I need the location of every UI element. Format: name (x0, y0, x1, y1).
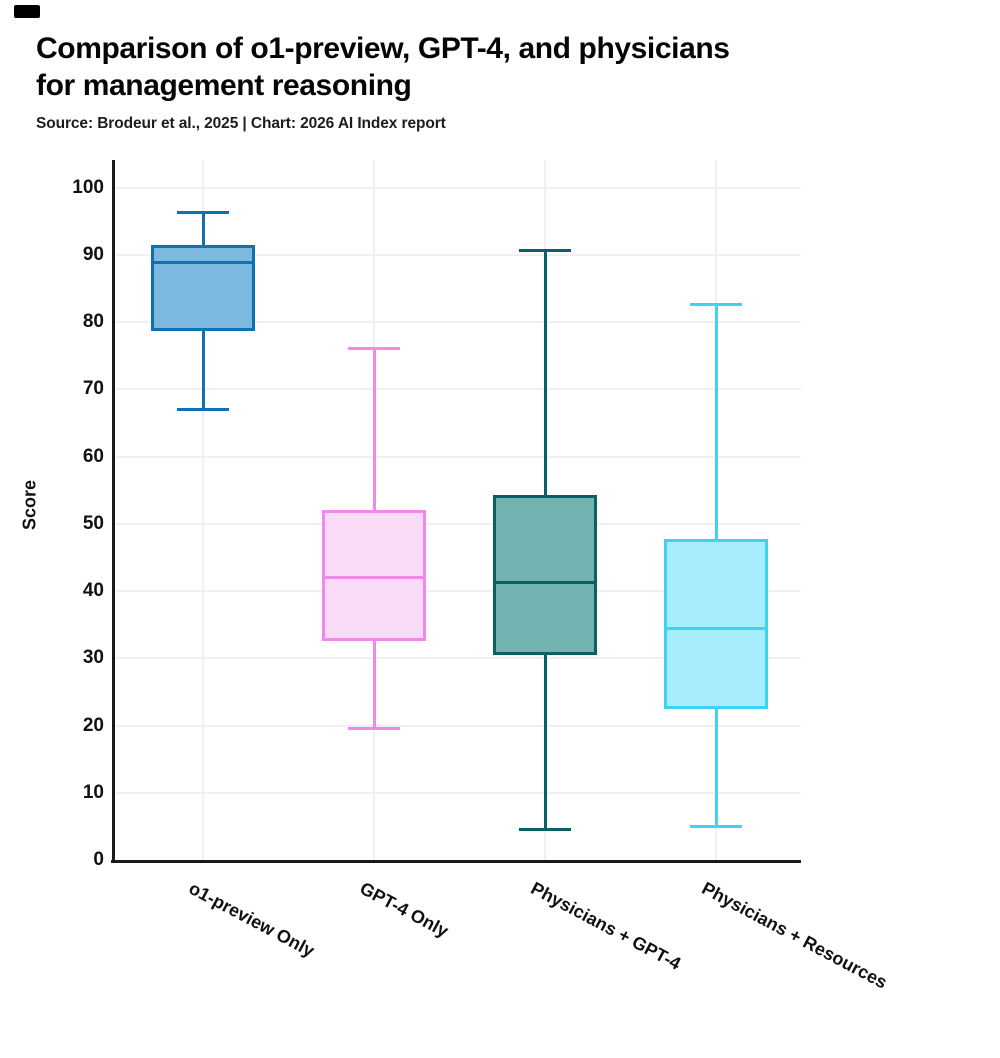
lower-whisker-cap (348, 727, 400, 731)
box-iqr (151, 244, 255, 332)
upper-whisker-line (714, 304, 718, 539)
lower-whisker-line (372, 641, 376, 729)
lower-whisker-cap (177, 407, 229, 411)
y-tick-label: 40 (82, 580, 104, 601)
upper-whisker-cap (177, 210, 229, 214)
lower-whisker-line (714, 708, 718, 827)
y-tick-label: 60 (82, 445, 104, 467)
x-category-label: GPT-4 Only (356, 878, 452, 942)
horizontal-gridline (114, 388, 801, 391)
lower-whisker-line (201, 331, 205, 410)
median-line (664, 627, 768, 631)
x-category-label: Physicians + GPT-4 (527, 878, 685, 974)
x-category-label: Physicians + Resources (698, 878, 891, 993)
lower-whisker-cap (690, 824, 742, 828)
y-tick-label: 10 (82, 781, 104, 803)
horizontal-gridline (114, 455, 801, 458)
corner-mark (14, 5, 40, 18)
horizontal-gridline (114, 186, 801, 189)
horizontal-gridline (114, 253, 801, 256)
upper-whisker-line (201, 212, 205, 245)
horizontal-gridline (114, 522, 801, 525)
y-tick-label: 0 (93, 849, 104, 870)
upper-whisker-cap (348, 347, 400, 351)
vertical-gridline (202, 160, 204, 860)
x-category-label: o1-preview Only (185, 878, 318, 961)
chart-subtitle: Source: Brodeur et al., 2025 | Chart: 20… (36, 115, 446, 132)
lower-whisker-cap (519, 828, 571, 832)
box-iqr (664, 538, 768, 709)
median-line (322, 576, 426, 580)
upper-whisker-cap (519, 248, 571, 252)
upper-whisker-line (543, 250, 547, 495)
y-tick-label: 20 (82, 714, 104, 736)
horizontal-gridline (114, 791, 801, 794)
y-axis-line (112, 160, 115, 863)
y-tick-label: 100 (72, 176, 104, 198)
upper-whisker-cap (690, 303, 742, 306)
lower-whisker-line (543, 654, 547, 830)
horizontal-gridline (114, 590, 801, 592)
box-iqr (322, 510, 426, 642)
upper-whisker-line (372, 348, 376, 511)
y-tick-label: 70 (82, 378, 104, 400)
y-tick-label: 50 (82, 512, 104, 534)
x-axis-line (111, 860, 801, 863)
horizontal-gridline (114, 657, 801, 660)
chart-title: Comparison of o1-preview, GPT-4, and phy… (36, 32, 730, 102)
horizontal-gridline (114, 321, 801, 323)
y-tick-label: 90 (82, 243, 104, 265)
median-line (493, 580, 597, 584)
y-tick-label: 30 (82, 647, 104, 669)
box-iqr (493, 494, 597, 655)
y-tick-label: 80 (82, 311, 104, 332)
median-line (151, 261, 255, 265)
horizontal-gridline (114, 724, 801, 727)
